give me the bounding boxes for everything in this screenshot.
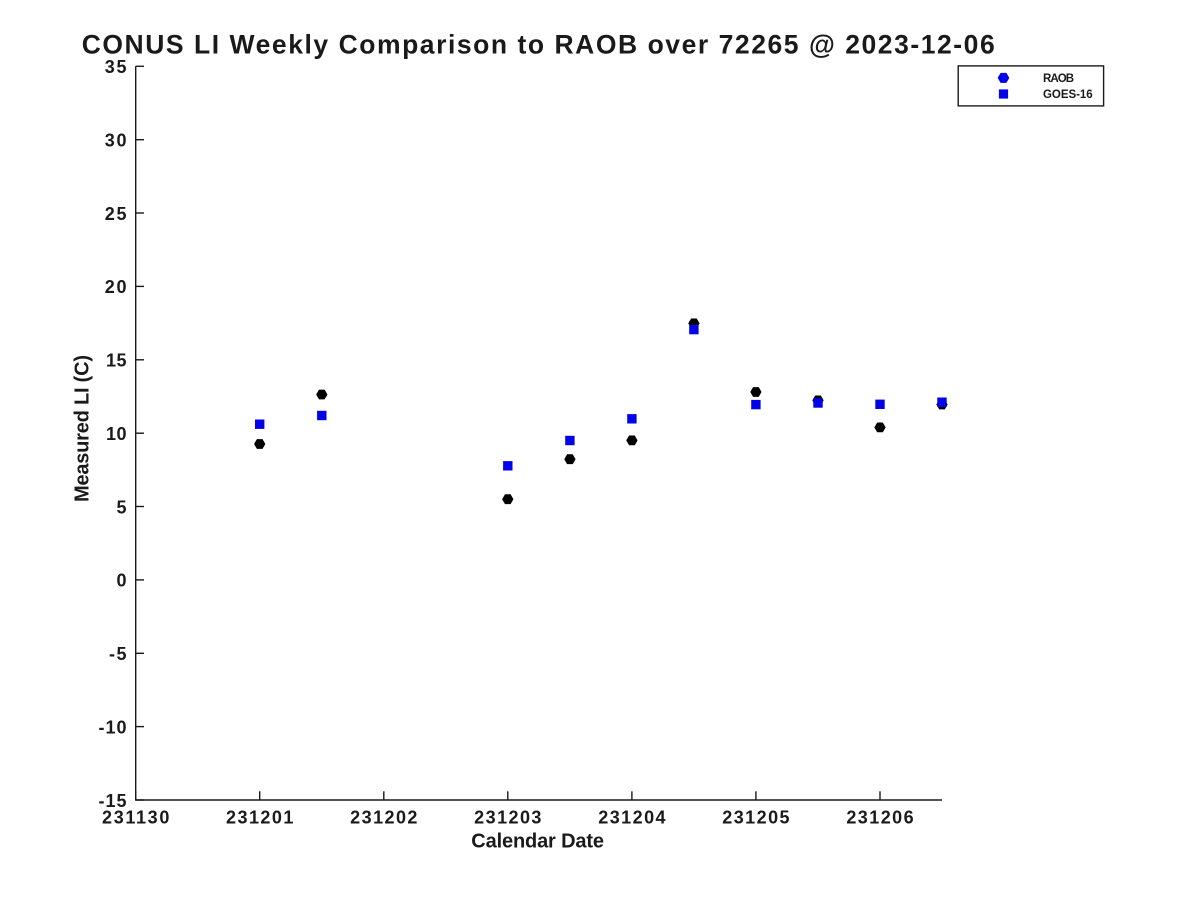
svg-text:231130: 231130 — [102, 807, 169, 827]
svg-text:231206: 231206 — [846, 807, 913, 827]
svg-text:CONUS LI Weekly Comparison to: CONUS LI Weekly Comparison to RAOB over … — [82, 30, 995, 60]
svg-text:30: 30 — [105, 131, 127, 151]
svg-text:-10: -10 — [99, 717, 127, 737]
svg-text:10: 10 — [106, 424, 127, 444]
svg-text:RAOB: RAOB — [1043, 73, 1074, 85]
svg-text:-5: -5 — [109, 644, 127, 664]
svg-text:GOES-16: GOES-16 — [1043, 89, 1093, 101]
svg-text:5: 5 — [116, 497, 126, 517]
svg-text:231203: 231203 — [474, 807, 541, 827]
svg-text:0: 0 — [116, 571, 126, 591]
svg-text:231202: 231202 — [350, 807, 417, 827]
svg-text:Measured LI (C): Measured LI (C) — [72, 355, 94, 502]
svg-text:20: 20 — [105, 277, 127, 297]
svg-text:35: 35 — [105, 57, 127, 77]
svg-text:-15: -15 — [99, 791, 127, 811]
svg-text:231205: 231205 — [722, 807, 789, 827]
svg-text:Calendar Date: Calendar Date — [471, 831, 604, 853]
svg-text:25: 25 — [105, 204, 127, 224]
svg-text:15: 15 — [106, 351, 127, 371]
svg-text:231204: 231204 — [598, 807, 665, 827]
svg-text:231201: 231201 — [226, 807, 293, 827]
